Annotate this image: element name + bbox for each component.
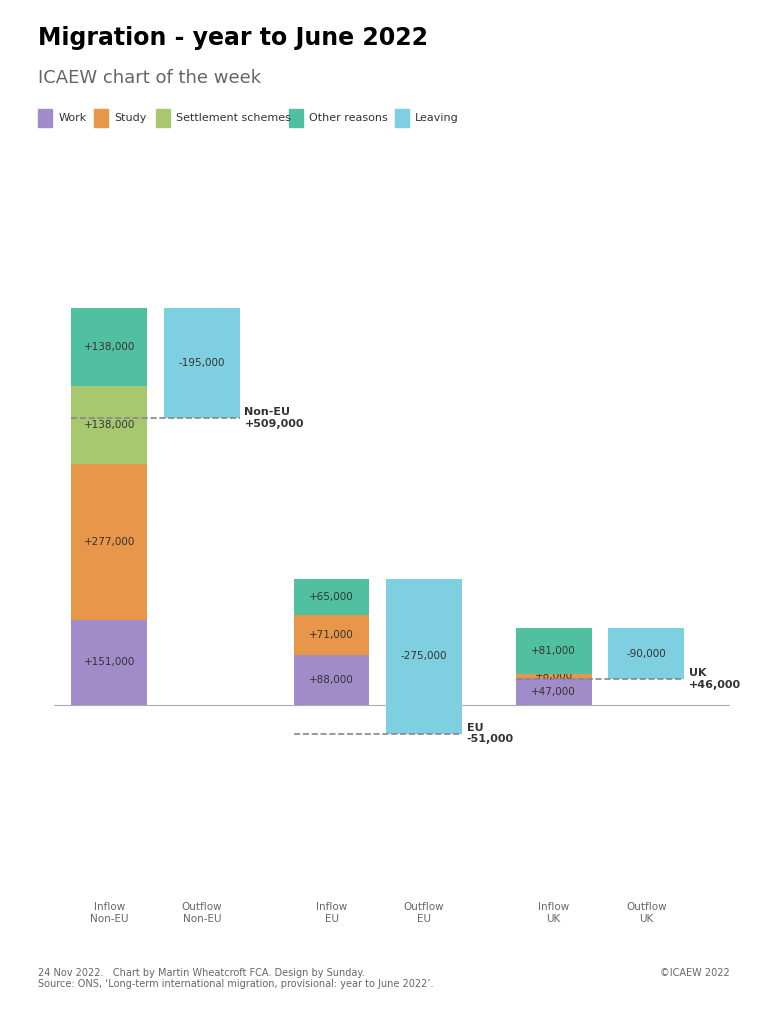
Text: EU
-51,000: EU -51,000 [467,723,514,744]
Bar [71,386,147,464]
Text: Leaving: Leaving [415,113,458,123]
Text: ©ICAEW 2022: ©ICAEW 2022 [660,968,730,978]
Text: +88,000: +88,000 [310,675,354,685]
Text: +138,000: +138,000 [84,342,135,352]
Text: Work: Work [58,113,87,123]
Bar [516,678,591,705]
Bar [516,674,591,678]
Text: +8,000: +8,000 [535,671,573,681]
Text: Migration - year to June 2022: Migration - year to June 2022 [38,26,429,49]
Bar [164,308,240,418]
Text: Settlement schemes: Settlement schemes [176,113,290,123]
Text: -275,000: -275,000 [401,651,447,662]
Text: Non-EU
+509,000: Non-EU +509,000 [244,408,304,429]
Text: 24 Nov 2022.   Chart by Martin Wheatcroft FCA. Design by Sunday.
Source: ONS, ‘L: 24 Nov 2022. Chart by Martin Wheatcroft … [38,968,434,989]
Bar [71,464,147,620]
Bar [293,655,369,705]
Text: +71,000: +71,000 [310,630,354,640]
Bar [71,620,147,705]
Bar [293,615,369,655]
Text: Study: Study [114,113,147,123]
Text: +47,000: +47,000 [531,687,576,696]
Bar [608,628,684,679]
Bar [516,628,591,674]
Bar [71,308,147,386]
Text: -195,000: -195,000 [179,358,225,368]
Text: +277,000: +277,000 [84,537,135,547]
Text: Other reasons: Other reasons [309,113,388,123]
Text: ICAEW chart of the week: ICAEW chart of the week [38,69,262,87]
Bar [386,579,462,733]
Text: +65,000: +65,000 [310,592,354,602]
Bar [293,579,369,615]
Text: +151,000: +151,000 [84,657,135,668]
Text: +81,000: +81,000 [531,646,576,656]
Text: UK
+46,000: UK +46,000 [689,668,741,690]
Text: +138,000: +138,000 [84,420,135,430]
Text: -90,000: -90,000 [627,648,666,658]
